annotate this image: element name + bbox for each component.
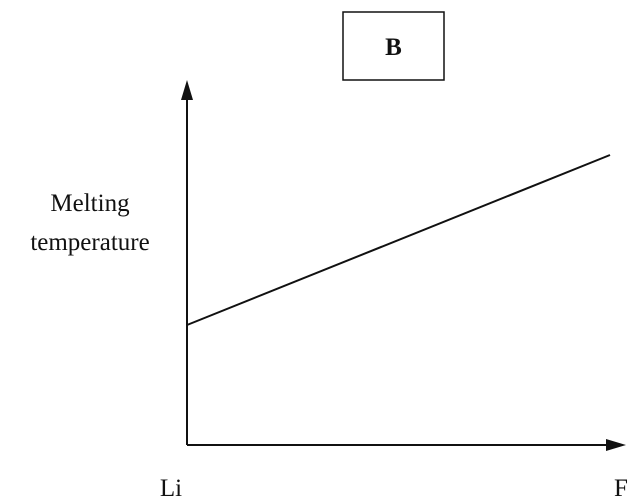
y-axis-label: temperature [30,229,149,256]
x-start-label: Li [160,475,182,499]
panel-label: B [385,34,402,61]
y-axis-label: Melting [50,190,130,217]
y-axis-arrow [181,80,193,100]
trend-line [186,154,611,326]
x-end-label: F [614,475,628,499]
x-axis-arrow [606,439,626,451]
label-box [342,11,445,81]
